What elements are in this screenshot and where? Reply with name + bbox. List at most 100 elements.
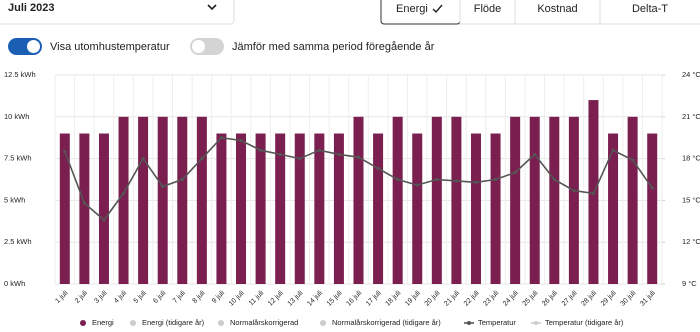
line-dot xyxy=(591,191,596,196)
x-tick-label: 19 juli xyxy=(404,289,422,307)
line-dot xyxy=(102,218,106,222)
legend-marker xyxy=(80,320,86,326)
line-dot xyxy=(121,191,126,196)
legend-marker-dot xyxy=(534,321,538,325)
bar xyxy=(431,116,442,284)
bar xyxy=(275,133,286,284)
period-dropdown[interactable] xyxy=(0,0,235,25)
line-dot xyxy=(435,177,439,182)
toggle-label: Jämför med samma period föregående år xyxy=(232,41,435,53)
line-dot xyxy=(200,157,204,161)
y2-tick-label: 24 °C xyxy=(682,70,700,79)
bar xyxy=(255,133,266,284)
x-tick-label: 18 juli xyxy=(384,289,402,307)
x-tick-label: 1 juli xyxy=(54,289,69,304)
period-label: Juli 2023 xyxy=(8,2,54,14)
toggle-label: Visa utomhustemperatur xyxy=(50,41,170,53)
line-dot xyxy=(474,180,478,184)
y2-tick-label: 21 °C xyxy=(682,112,700,121)
line-dot xyxy=(141,157,145,161)
x-tick-label: 12 juli xyxy=(267,289,285,307)
toggle-knob xyxy=(27,40,40,53)
x-tick-label: 3 juli xyxy=(94,289,109,304)
x-tick-label: 28 juli xyxy=(580,289,598,307)
x-tick-label: 31 juli xyxy=(639,289,657,307)
tab-label[interactable]: Flöde xyxy=(474,3,502,15)
bar xyxy=(177,116,188,284)
y2-tick-label: 9 °C xyxy=(682,279,697,288)
line-dot xyxy=(278,152,282,157)
bar xyxy=(549,116,560,284)
x-tick-label: 6 juli xyxy=(152,289,167,304)
line-dot xyxy=(533,152,537,157)
x-tick-label: 13 juli xyxy=(287,289,305,307)
bar xyxy=(451,116,462,284)
bar xyxy=(196,116,207,284)
line-dot xyxy=(611,148,615,152)
tab-label[interactable]: Energi xyxy=(396,3,428,15)
bar xyxy=(510,116,521,284)
y2-tick-label: 15 °C xyxy=(682,195,700,204)
line-dot xyxy=(82,201,86,205)
line-dot xyxy=(63,150,67,154)
x-tick-label: 2 juli xyxy=(74,289,89,304)
legend-label[interactable]: Temperatur xyxy=(478,318,516,327)
x-tick-label: 14 juli xyxy=(306,289,324,307)
toggle-knob xyxy=(192,40,205,53)
x-tick-label: 4 juli xyxy=(113,289,128,304)
y-tick-label: 0 kWh xyxy=(4,279,25,288)
y-tick-label: 2.5 kWh xyxy=(4,237,32,246)
legend-label[interactable]: Normalårskorrigerad xyxy=(230,318,298,327)
x-tick-label: 15 juli xyxy=(326,289,344,307)
y2-tick-label: 12 °C xyxy=(682,237,700,246)
bar xyxy=(470,133,481,284)
x-tick-label: 20 juli xyxy=(424,289,442,307)
legend-label[interactable]: Temperatur (tidigare år) xyxy=(545,318,624,327)
y2-tick-label: 18 °C xyxy=(682,154,700,163)
tab-label[interactable]: Delta-T xyxy=(632,3,668,15)
line-dot xyxy=(631,158,635,162)
bar xyxy=(373,133,384,284)
bar xyxy=(333,133,344,284)
bar xyxy=(294,133,305,284)
bar xyxy=(236,133,247,284)
legend-label[interactable]: Energi (tidigare år) xyxy=(142,318,205,327)
bar xyxy=(608,133,619,284)
legend-label[interactable]: Energi xyxy=(92,318,114,327)
line-dot xyxy=(572,189,576,193)
legend-marker xyxy=(218,320,224,326)
tab-label[interactable]: Kostnad xyxy=(537,3,577,15)
legend-marker xyxy=(320,320,326,326)
line-dot xyxy=(356,155,361,159)
x-tick-label: 9 juli xyxy=(211,289,226,304)
line-dot xyxy=(258,148,263,152)
x-tick-label: 30 juli xyxy=(619,289,637,307)
line-dot xyxy=(415,183,419,187)
line-dot xyxy=(552,177,556,182)
x-tick-label: 16 juli xyxy=(345,289,363,307)
bar xyxy=(392,116,403,284)
line-dot xyxy=(161,184,165,189)
bar xyxy=(118,116,129,284)
x-tick-label: 26 juli xyxy=(541,289,559,307)
x-tick-label: 24 juli xyxy=(502,289,520,307)
bar xyxy=(353,116,364,284)
bar xyxy=(138,116,149,284)
bar xyxy=(568,116,579,284)
line-dot xyxy=(180,177,184,182)
x-tick-label: 5 juli xyxy=(133,289,148,304)
y-tick-label: 10 kWh xyxy=(4,112,29,121)
y-tick-label: 12.5 kWh xyxy=(4,70,36,79)
x-tick-label: 17 juli xyxy=(365,289,383,307)
x-tick-label: 7 juli xyxy=(172,289,187,304)
y-tick-label: 7.5 kWh xyxy=(4,154,32,163)
bar xyxy=(216,133,227,284)
line-dot xyxy=(337,152,341,157)
line-dot xyxy=(317,148,321,152)
legend-label[interactable]: Normalårskorrigerad (tidigare år) xyxy=(332,318,441,327)
line-dot xyxy=(493,177,498,182)
x-tick-label: 23 juli xyxy=(482,289,500,307)
x-tick-label: 22 juli xyxy=(463,289,481,307)
x-tick-label: 29 juli xyxy=(600,289,618,307)
